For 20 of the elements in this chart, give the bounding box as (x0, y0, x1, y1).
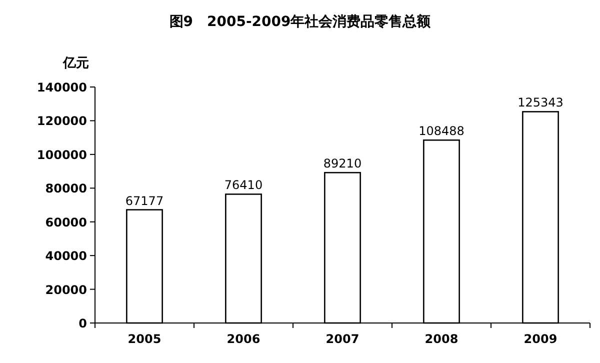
data-label: 89210 (323, 156, 362, 171)
chart-title: 图9 2005-2009年社会消费品零售总额 (169, 13, 432, 30)
y-tick-label: 20000 (45, 282, 87, 297)
y-tick-label: 120000 (36, 114, 87, 128)
data-label: 125343 (518, 96, 564, 110)
x-tick-label: 2007 (326, 332, 360, 346)
x-tick-label: 2009 (524, 332, 558, 346)
data-label: 67177 (125, 194, 164, 208)
x-tick-label: 2008 (424, 332, 458, 346)
y-tick-label: 60000 (45, 215, 87, 230)
data-label: 76410 (224, 178, 263, 192)
y-tick-label: 0 (78, 316, 87, 330)
x-tick-label: 2005 (128, 332, 162, 346)
y-tick-label: 40000 (45, 249, 87, 264)
y-tick-label: 100000 (36, 148, 87, 162)
y-axis-title: 亿元 (62, 56, 89, 71)
y-tick-label: 80000 (45, 182, 87, 196)
y-tick-label: 140000 (36, 80, 87, 94)
x-tick-label: 2006 (226, 332, 260, 346)
data-label: 108488 (418, 124, 464, 138)
